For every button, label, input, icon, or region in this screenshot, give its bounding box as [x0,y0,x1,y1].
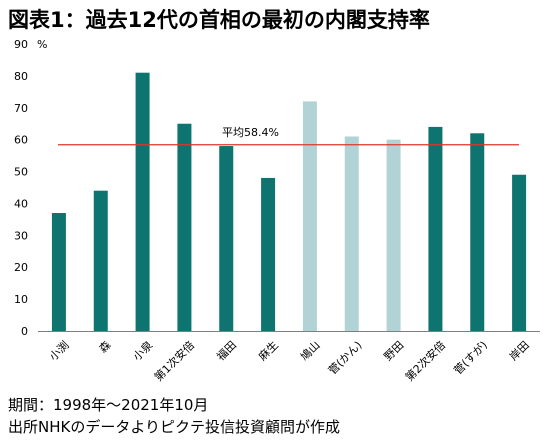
y-axis-ticks: 0 10 20 30 40 50 60 70 80 90 [14,38,28,338]
bar-5 [261,177,276,331]
y-tick-label: 30 [14,229,28,242]
x-tick-label: 岸田 [507,339,532,364]
chart-title: 図表1：過去12代の首相の最初の内閣支持率 [8,8,430,32]
x-tick-label: 麻生 [255,338,280,363]
x-tick-label: 菅(かん) [326,339,365,378]
x-tick-label: 第2次安倍 [402,338,448,384]
y-tick-label: 10 [14,293,28,306]
bar-10 [470,133,485,331]
y-tick-label: 0 [21,325,28,338]
y-tick-label: 80 [14,70,28,83]
bar-0 [51,213,66,331]
bars-group [51,72,527,332]
bar-9 [428,126,443,332]
bar-6 [302,101,317,332]
y-tick-label: 50 [14,166,28,179]
x-tick-label: 小渕 [46,338,71,363]
x-axis-labels: 小渕 森小泉第1次安倍 福田 麻生 鳩山 菅(かん) 野田第2次安倍 菅(すが) 岸田 [46,338,532,384]
y-tick-label: 70 [14,102,28,115]
y-tick-label: 60 [14,134,28,147]
y-tick-label: 90 [14,38,28,51]
bar-chart: 0 10 20 30 40 50 60 70 80 90 % 平均58.4% 小渕 森小泉第1次安倍… [14,38,540,384]
bar-2 [135,72,150,331]
bar-8 [386,139,401,331]
bar-4 [219,146,234,331]
average-label: 平均58.4% [222,126,279,139]
bar-3 [177,123,192,331]
bar-7 [344,136,359,331]
bar-1 [93,190,108,331]
x-tick-label: 森 [96,338,114,356]
x-tick-label: 小泉 [130,338,155,363]
source-note: 出所NHKのデータよりピクテ投信投資顧問が作成 [8,418,341,436]
x-tick-label: 第1次安倍 [151,338,197,384]
y-tick-label: 20 [14,261,28,274]
x-tick-label: 福田 [214,338,239,363]
bar-11 [512,174,527,331]
period-note: 期間：1998年～2021年10月 [8,396,209,414]
y-axis-unit: % [37,38,47,51]
x-tick-label: 鳩山 [297,338,322,363]
x-tick-label: 菅(すが) [451,338,490,377]
x-tick-label: 野田 [382,339,407,364]
y-tick-label: 40 [14,197,28,210]
